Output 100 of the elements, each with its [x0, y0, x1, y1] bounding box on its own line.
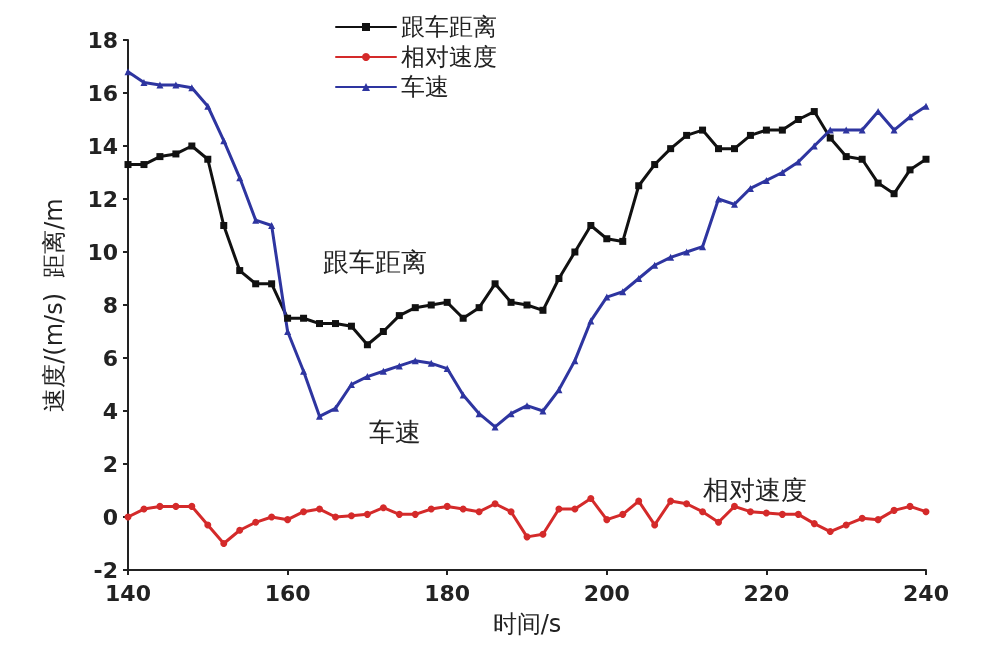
- point: [874, 108, 882, 116]
- point: [188, 142, 196, 150]
- point: [475, 508, 483, 516]
- point: [172, 81, 180, 89]
- point: [491, 280, 499, 288]
- point: [555, 275, 563, 282]
- point: [715, 145, 723, 153]
- point: [204, 102, 212, 110]
- point: [651, 521, 659, 529]
- point: [826, 134, 834, 142]
- point: [906, 166, 914, 174]
- point: [651, 261, 659, 269]
- point: [491, 500, 499, 508]
- point: [746, 508, 754, 516]
- point: [347, 322, 355, 330]
- point: [475, 410, 483, 418]
- point: [842, 153, 850, 161]
- x-axis-title: 时间/s: [492, 610, 562, 638]
- point: [395, 312, 403, 320]
- point: [268, 222, 276, 229]
- point: [715, 518, 723, 526]
- point: [427, 505, 435, 513]
- y-tick-label: 10: [87, 239, 118, 265]
- point: [762, 176, 770, 184]
- point: [635, 182, 643, 190]
- point: [443, 365, 451, 373]
- point: [172, 150, 180, 158]
- point: [922, 155, 930, 163]
- point: [539, 530, 547, 538]
- point: [922, 508, 930, 516]
- point: [667, 145, 675, 153]
- point: [172, 502, 180, 510]
- point: [794, 510, 802, 518]
- point: [443, 502, 451, 510]
- point: [874, 179, 882, 187]
- point: [890, 190, 898, 198]
- point: [347, 381, 355, 388]
- point: [683, 248, 691, 256]
- annotation: 跟车距离: [323, 247, 427, 277]
- y-tick-label: -2: [93, 557, 118, 583]
- point: [571, 248, 579, 256]
- point: [571, 357, 579, 365]
- point: [443, 298, 451, 306]
- point: [268, 513, 276, 521]
- point: [555, 386, 563, 394]
- point: [316, 505, 324, 513]
- point: [363, 373, 371, 381]
- x-tick-label: 180: [424, 580, 471, 606]
- point: [252, 518, 260, 526]
- point: [587, 494, 595, 502]
- point: [459, 391, 467, 399]
- point: [395, 510, 403, 518]
- point: [842, 126, 850, 134]
- point: [778, 126, 786, 134]
- y-tick-label: 0: [102, 504, 118, 530]
- x-tick-label: 240: [903, 580, 949, 606]
- point: [300, 508, 308, 516]
- point: [188, 502, 196, 510]
- point: [284, 516, 292, 524]
- y-tick-label: 8: [102, 292, 118, 318]
- y-tick-label: 12: [87, 186, 118, 212]
- point: [236, 267, 244, 275]
- point: [699, 508, 707, 516]
- point: [220, 222, 228, 229]
- point: [236, 526, 244, 534]
- point: [427, 359, 435, 367]
- y-tick-label: 16: [87, 80, 118, 106]
- y-tick-label: 14: [87, 133, 118, 159]
- point: [427, 301, 435, 309]
- point: [730, 145, 738, 153]
- y-tick-label: 4: [102, 398, 118, 424]
- y-tick-label: 2: [102, 451, 118, 477]
- point: [762, 126, 770, 134]
- point: [762, 509, 770, 517]
- point: [204, 521, 212, 529]
- point: [858, 514, 866, 522]
- point: [603, 516, 611, 524]
- point: [842, 521, 850, 529]
- annotation: 车速: [369, 417, 421, 447]
- point: [667, 497, 675, 505]
- point: [363, 341, 371, 349]
- point: [699, 126, 707, 134]
- point: [635, 497, 643, 505]
- point: [507, 298, 515, 306]
- point: [619, 510, 627, 518]
- y-tick-label: 6: [102, 345, 118, 371]
- point: [379, 367, 387, 375]
- point: [411, 304, 419, 312]
- point: [890, 506, 898, 514]
- point: [300, 314, 308, 322]
- point: [284, 314, 292, 322]
- point: [539, 306, 547, 314]
- point: [746, 131, 754, 139]
- point: [475, 304, 483, 312]
- point: [331, 320, 339, 328]
- point: [906, 113, 914, 121]
- point: [316, 320, 324, 328]
- point: [331, 404, 339, 412]
- point: [124, 68, 132, 76]
- point: [140, 161, 148, 169]
